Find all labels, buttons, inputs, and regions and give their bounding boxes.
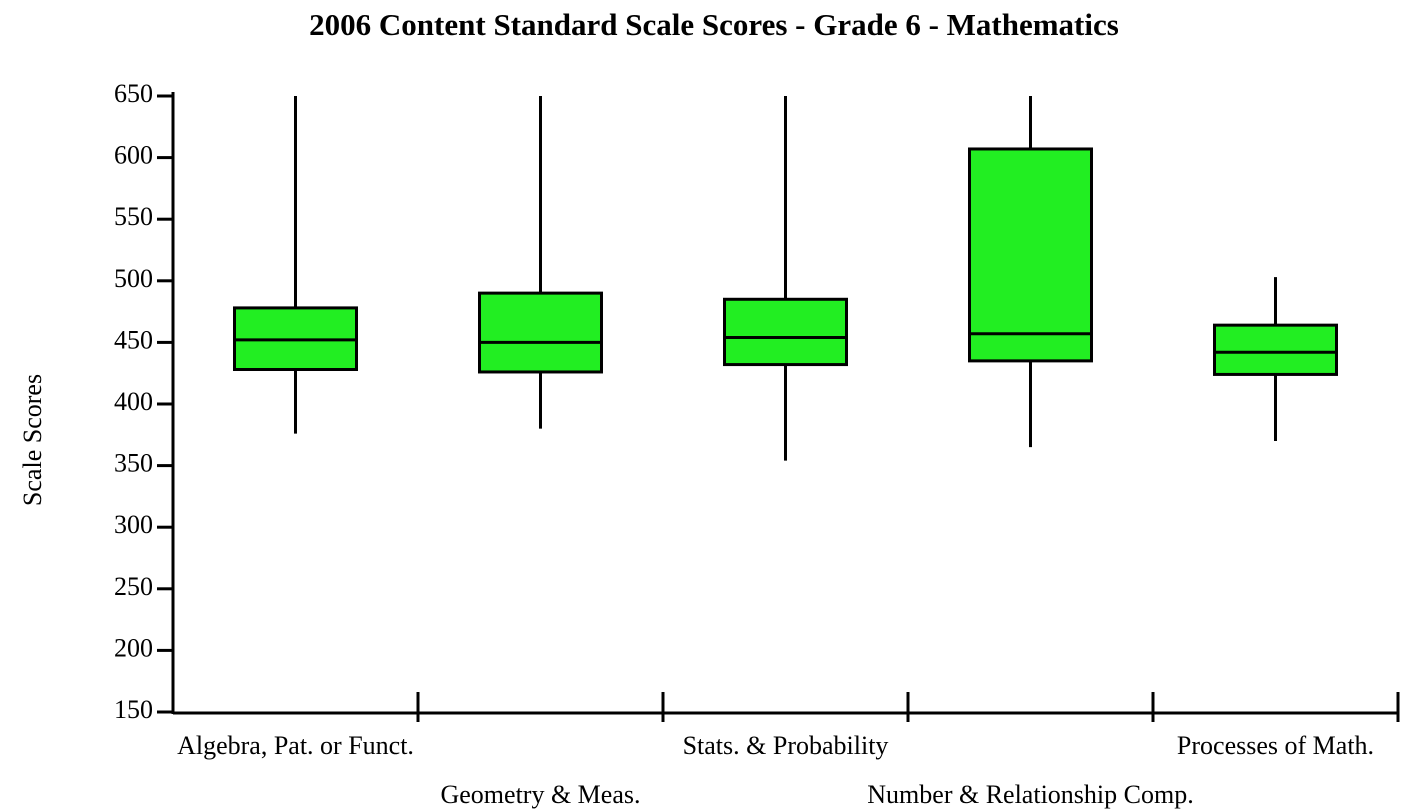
box [1213, 323, 1338, 376]
y-tick-label: 550 [114, 202, 153, 231]
y-tick-label: 150 [114, 695, 153, 724]
y-tick-label: 500 [114, 264, 153, 293]
x-tick-label: Number & Relationship Comp. [867, 780, 1193, 809]
y-tick-label: 650 [114, 79, 153, 108]
chart-title: 2006 Content Standard Scale Scores - Gra… [309, 7, 1119, 42]
y-tick-label: 200 [114, 633, 153, 662]
box [723, 297, 848, 367]
y-tick-label: 350 [114, 449, 153, 478]
y-tick-label: 600 [114, 141, 153, 170]
y-tick-label: 300 [114, 510, 153, 539]
box [968, 147, 1093, 363]
x-tick-label: Stats. & Probability [683, 731, 889, 760]
x-tick-label: Processes of Math. [1177, 731, 1374, 760]
x-tick-label: Geometry & Meas. [440, 780, 640, 809]
x-tick-label: Algebra, Pat. or Funct. [177, 731, 414, 760]
y-tick-label: 250 [114, 572, 153, 601]
y-axis-label: Scale Scores [18, 374, 47, 506]
y-tick-label: 400 [114, 387, 153, 416]
y-tick-label: 450 [114, 325, 153, 354]
box [478, 291, 603, 374]
